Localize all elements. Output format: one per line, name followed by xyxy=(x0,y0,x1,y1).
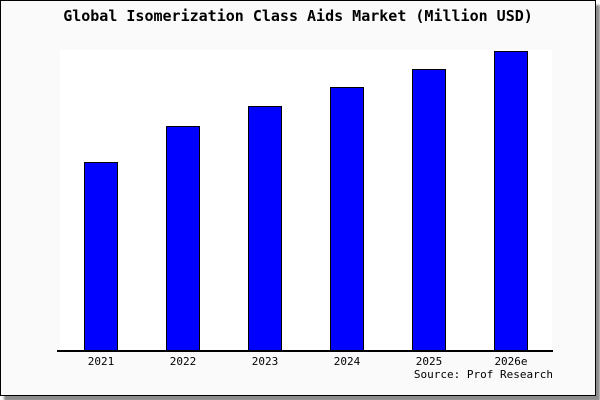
x-tick-label-2025: 2025 xyxy=(415,355,443,368)
bar-2023 xyxy=(248,106,282,351)
plot-area xyxy=(60,50,552,351)
x-tick-label-2022: 2022 xyxy=(169,355,197,368)
bar-2025 xyxy=(412,68,446,351)
bar-2024 xyxy=(330,86,364,351)
x-tick-label-2024: 2024 xyxy=(333,355,361,368)
bar-2021 xyxy=(84,161,118,351)
bar-2022 xyxy=(166,125,200,351)
bar-2026e xyxy=(494,50,528,351)
chart-title: Global Isomerization Class Aids Market (… xyxy=(63,7,533,25)
x-axis-tick-labels: 2021 2022 2023 2024 2025 2026e xyxy=(60,355,552,369)
source-label: Source: Prof Research xyxy=(413,368,553,381)
x-tick-label-2021: 2021 xyxy=(87,355,115,368)
x-tick-label-2026e: 2026e xyxy=(494,355,528,368)
x-tick-label-2023: 2023 xyxy=(251,355,279,368)
x-axis-line xyxy=(57,350,553,352)
